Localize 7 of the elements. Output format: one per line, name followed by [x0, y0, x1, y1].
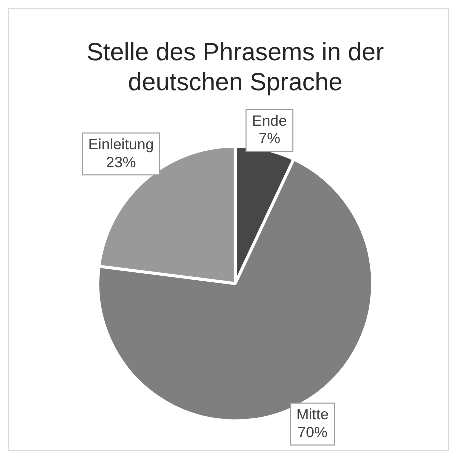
chart-title: Stelle des Phrasems in der deutschen Sprache [86, 38, 384, 97]
data-label: 70% [298, 424, 328, 442]
data-label: 23% [106, 154, 136, 172]
slice-label: Ende [252, 112, 288, 130]
data-label: 7% [258, 130, 280, 148]
slice-label: Mitte [296, 406, 329, 424]
slice-label: Einleitung [88, 136, 154, 154]
